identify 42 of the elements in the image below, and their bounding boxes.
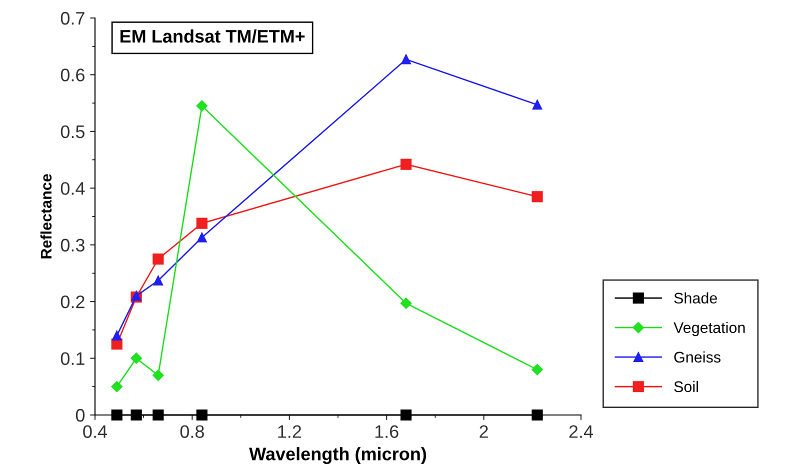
point [532,364,543,376]
y-tick-label: 0 [76,408,85,422]
point [532,100,542,110]
point [111,409,122,421]
point [152,409,164,421]
point [532,409,543,421]
point [196,409,208,421]
x-tick-label: 2.4 [569,425,594,438]
point [130,409,142,421]
x-tick-label: 0.8 [180,425,204,438]
point [152,253,164,265]
point [400,409,412,421]
x-tick-label: 1.6 [375,425,398,438]
point [401,54,411,64]
point [197,232,207,242]
y-tick-label: 0.5 [60,125,85,138]
x-tick-label: 2 [480,425,488,438]
y-tick-label: 0.3 [60,238,84,252]
point [112,330,122,340]
point [152,370,164,381]
point [153,276,164,286]
point [400,158,412,170]
point [196,100,208,112]
y-tick-label: 0.2 [60,296,84,308]
point [111,381,122,392]
y-tick-label: 0.4 [60,182,85,195]
point [196,218,208,229]
legend-label: Soil [674,380,698,392]
y-tick-label: 0.6 [60,68,84,82]
point [532,191,543,202]
point [130,352,142,364]
y-tick-label: 0.1 [60,352,84,366]
x-tick-label: 1.2 [278,425,302,438]
x-axis-title: Wavelength (micron) [249,447,426,464]
legend-label: Shade [674,292,717,304]
text: EM Landsat TM/ETM+ [120,29,305,43]
y-tick-label: 0.7 [60,12,84,25]
y-axis-title: Reflectance [40,174,52,258]
point [400,298,412,309]
legend-label: Vegetation [674,322,745,336]
x-tick-label: 0.4 [83,425,108,438]
legend-label: Gneiss [674,351,720,363]
